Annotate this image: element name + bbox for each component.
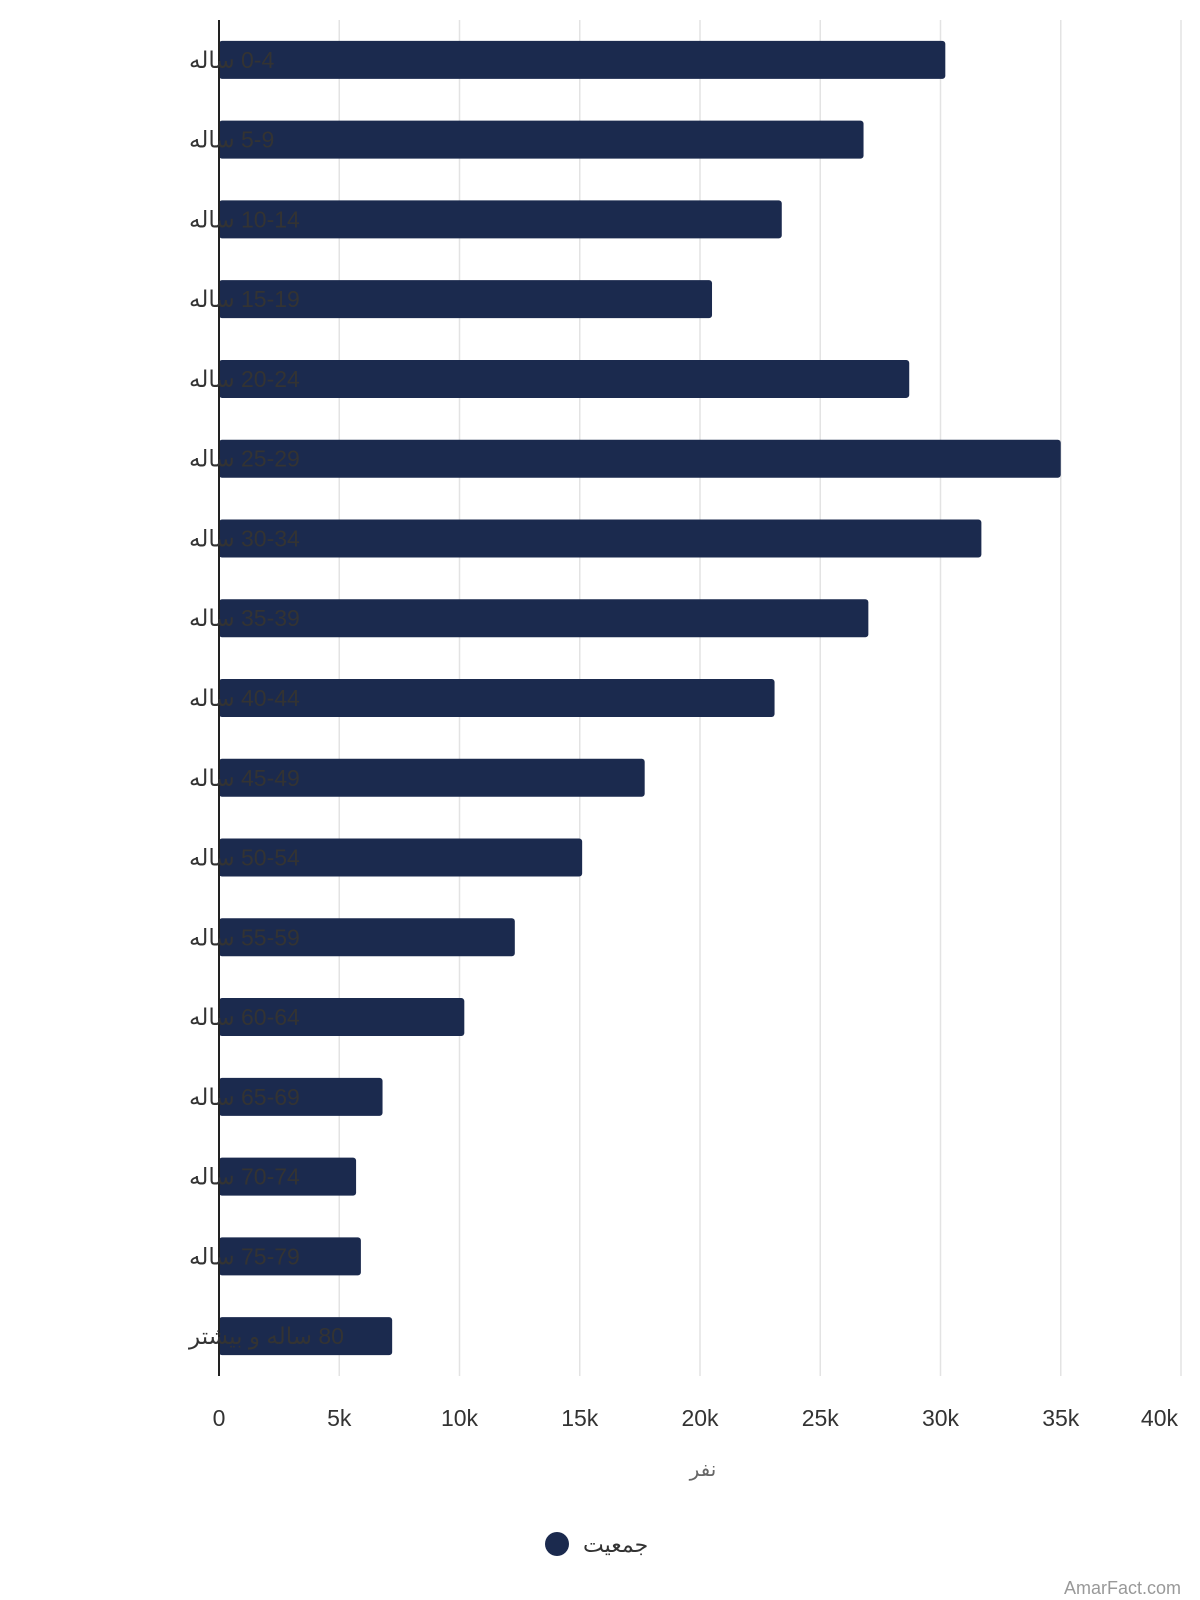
bar[interactable] [219,998,465,1037]
watermark: AmarFact.com [1064,1578,1181,1598]
category-label: 20-24 ساله [189,366,300,392]
bar[interactable] [219,200,782,239]
x-tick-label: 25k [802,1405,840,1431]
category-label: 30-34 ساله [189,525,300,551]
bar[interactable] [219,120,864,159]
x-tick-label: 15k [561,1405,599,1431]
bar[interactable] [219,679,775,717]
category-label: 55-59 ساله [189,924,300,950]
category-label: 75-79 ساله [189,1243,300,1269]
x-tick-labels: 0 5k 10k 15k 20k 25k 30k 35k 40k [213,1405,1179,1431]
category-label: 80 ساله و بیشتر [188,1323,344,1350]
bar[interactable] [219,519,982,558]
category-label: 25-29 ساله [189,446,300,472]
category-label: 60-64 ساله [189,1004,300,1030]
x-tick-label: 40k [1141,1405,1179,1431]
legend[interactable]: جمعیت [545,1532,648,1557]
x-tick-label: 5k [327,1405,352,1431]
legend-marker [545,1532,569,1556]
bar[interactable] [219,758,645,797]
bar[interactable] [219,1317,393,1356]
x-tick-label: 20k [681,1405,719,1431]
category-label: 15-19 ساله [189,286,300,312]
legend-label: جمعیت [583,1532,648,1557]
bar[interactable] [219,1157,357,1196]
bar[interactable] [219,918,515,957]
bar[interactable] [219,280,713,319]
bar[interactable] [219,359,910,398]
category-label: 70-74 ساله [189,1164,300,1190]
category-label: 50-54 ساله [189,845,300,871]
bars [219,40,1061,1356]
category-label: 5-9 ساله [189,127,274,153]
category-label: 65-69 ساله [189,1084,300,1110]
category-labels: 0-4 ساله 5-9 ساله 10-14 ساله 15-19 ساله 20-2… [188,47,344,1350]
bar[interactable] [219,439,1061,478]
bar[interactable] [219,599,869,638]
x-tick-label: 35k [1042,1405,1080,1431]
bar[interactable] [219,1077,383,1116]
bar[interactable] [219,1237,361,1276]
category-label: 45-49 ساله [189,765,300,791]
category-label: 40-44 ساله [189,685,300,711]
bar[interactable] [219,40,946,79]
x-tick-label: 0 [213,1405,226,1431]
x-tick-label: 30k [922,1405,960,1431]
category-label: 35-39 ساله [189,605,300,631]
bar[interactable] [219,838,583,877]
category-label: 10-14 ساله [189,206,300,232]
x-tick-label: 10k [441,1405,479,1431]
category-label: 0-4 ساله [189,47,274,73]
x-axis-title: نفر [689,1459,717,1481]
